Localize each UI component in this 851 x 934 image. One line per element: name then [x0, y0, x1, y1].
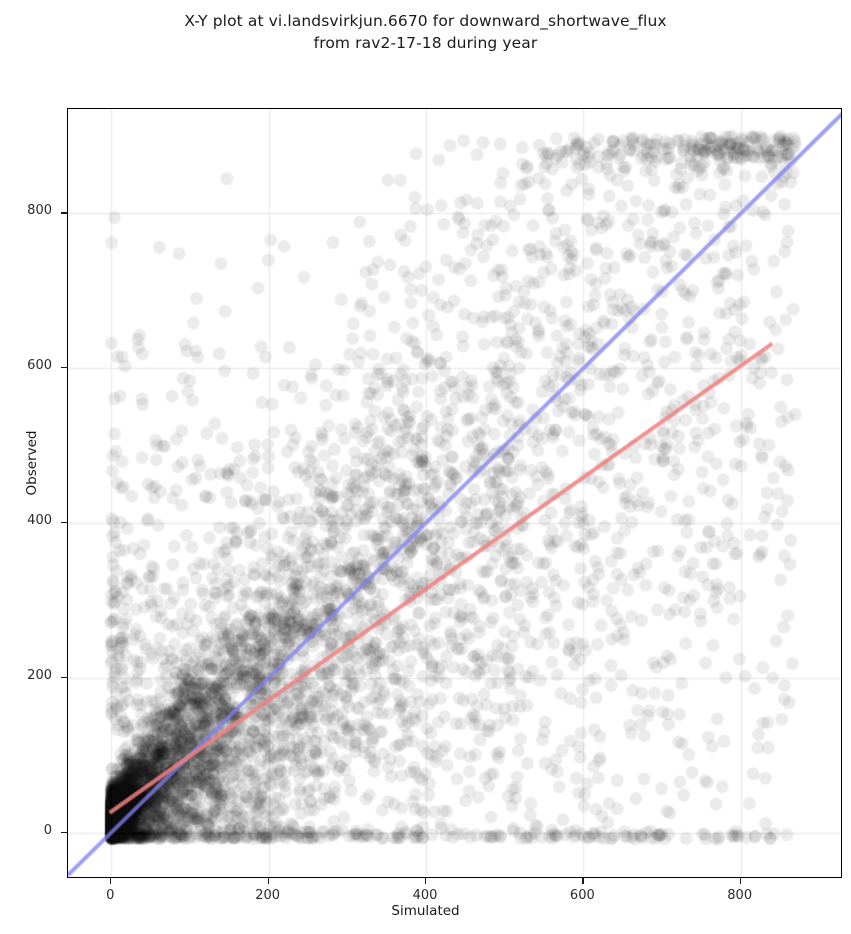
x-tick-label: 800: [727, 888, 753, 903]
y-tick-label: 200: [27, 667, 52, 683]
plot-panel: [67, 108, 842, 878]
x-tick-label: 600: [569, 888, 595, 903]
x-tick-mark: [739, 878, 741, 884]
y-axis-title: Observed: [24, 430, 40, 496]
x-tick-label: 0: [106, 888, 115, 903]
page-title: X-Y plot at vi.landsvirkjun.6670 for dow…: [184, 12, 667, 52]
y-tick-label: 0: [43, 822, 52, 838]
x-axis-title: Simulated: [391, 903, 460, 919]
x-tick-label: 400: [412, 888, 438, 903]
scatter-canvas: [68, 109, 841, 877]
x-tick-mark: [110, 878, 112, 884]
y-tick-label: 800: [27, 203, 52, 219]
x-tick-mark: [267, 878, 269, 884]
x-tick-mark: [424, 878, 427, 884]
x-tick-mark: [582, 878, 584, 884]
y-tick-label: 600: [27, 358, 52, 374]
x-tick-label: 200: [255, 888, 281, 903]
